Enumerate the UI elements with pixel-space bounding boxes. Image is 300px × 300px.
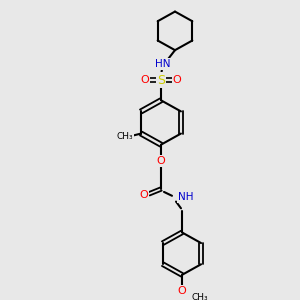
- Text: NH: NH: [178, 192, 194, 202]
- Text: O: O: [178, 286, 186, 296]
- Text: S: S: [157, 74, 165, 87]
- Text: O: O: [140, 190, 148, 200]
- Text: HN: HN: [155, 59, 171, 69]
- Text: CH₃: CH₃: [117, 132, 134, 141]
- Text: O: O: [172, 75, 182, 85]
- Text: O: O: [157, 156, 165, 166]
- Text: O: O: [141, 75, 149, 85]
- Text: CH₃: CH₃: [192, 292, 208, 300]
